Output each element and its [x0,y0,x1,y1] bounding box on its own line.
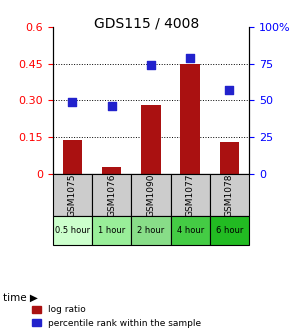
FancyBboxPatch shape [92,174,131,216]
FancyBboxPatch shape [131,216,171,245]
Bar [63,139,82,174]
Point [109,103,114,109]
Text: GSM1075: GSM1075 [68,173,77,217]
FancyBboxPatch shape [210,174,249,216]
FancyBboxPatch shape [53,216,92,245]
Point [188,55,193,60]
Text: 1 hour: 1 hour [98,226,125,235]
FancyBboxPatch shape [171,216,210,245]
Text: 6 hour: 6 hour [216,226,243,235]
Bar [102,167,121,174]
Point [70,99,75,104]
Text: GDS115 / 4008: GDS115 / 4008 [94,17,199,31]
Legend: log ratio, percentile rank within the sample: log ratio, percentile rank within the sa… [28,302,205,332]
FancyBboxPatch shape [92,216,131,245]
Text: GSM1076: GSM1076 [107,173,116,217]
Text: GSM1090: GSM1090 [146,173,155,217]
FancyBboxPatch shape [210,216,249,245]
Text: 4 hour: 4 hour [176,226,204,235]
Text: GSM1078: GSM1078 [225,173,234,217]
Point [227,87,232,93]
Bar [220,142,239,174]
FancyBboxPatch shape [131,174,171,216]
Bar [180,64,200,174]
Point [149,62,153,68]
Text: 0.5 hour: 0.5 hour [55,226,90,235]
Text: GSM1077: GSM1077 [186,173,195,217]
Bar [141,105,161,174]
FancyBboxPatch shape [53,174,92,216]
Text: time ▶: time ▶ [3,292,38,302]
Text: 2 hour: 2 hour [137,226,165,235]
FancyBboxPatch shape [171,174,210,216]
